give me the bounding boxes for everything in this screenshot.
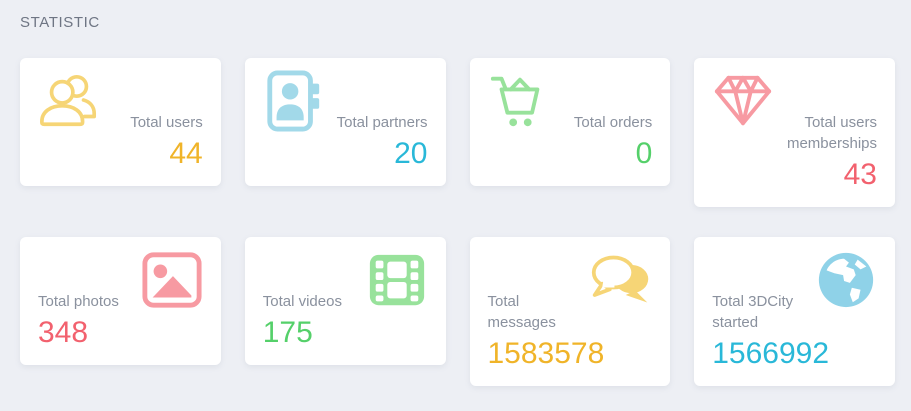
statistics-dashboard: STATISTIC Total users 44 Total partners … — [20, 14, 895, 386]
stat-card-top: Total partners — [263, 70, 428, 133]
stat-card-top: Total messages — [488, 249, 653, 333]
stat-card-label: Total photos — [38, 293, 119, 310]
stat-card-total-messages: Total messages 1583578 — [469, 237, 671, 386]
stat-card-label: Total users — [130, 114, 203, 131]
page-title: STATISTIC — [20, 14, 100, 31]
stat-card-total-photos: Total photos 348 — [20, 237, 221, 365]
stat-card-label: Total orders — [573, 114, 653, 131]
stat-card-label: Total videos — [262, 293, 342, 310]
stat-card-top: Total users — [38, 70, 203, 133]
stat-card-total-users: Total users 44 — [20, 58, 221, 186]
stat-card-total-orders: Total orders 0 — [469, 58, 671, 186]
stat-card-top: Total photos — [38, 249, 203, 312]
stat-card-total-3dcity-started: Total 3DCity started 1566992 — [694, 237, 895, 386]
stat-card-value: 1583578 — [487, 337, 605, 370]
stat-card-top: Total users memberships — [712, 70, 877, 154]
stat-card-value: 175 — [262, 316, 313, 349]
stat-card-value: 44 — [169, 137, 203, 170]
stat-card-label: Total messages — [487, 293, 556, 331]
stat-card-value: 348 — [38, 316, 89, 349]
stat-card-label: Total users memberships — [786, 114, 877, 152]
film-icon — [366, 249, 428, 311]
globe-icon — [815, 249, 877, 311]
stat-card-value: 43 — [843, 158, 877, 191]
diamond-icon — [712, 70, 774, 132]
stat-card-label: Total partners — [336, 114, 428, 131]
stat-card-top: Total videos — [263, 249, 428, 312]
stat-card-total-videos: Total videos 175 — [244, 237, 446, 365]
photo-icon — [141, 249, 203, 311]
stat-card-label: Total 3DCity started — [712, 293, 794, 331]
stat-card-value: 20 — [394, 137, 428, 170]
address-book-icon — [263, 70, 325, 132]
stat-card-total-users-memberships: Total users memberships 43 — [694, 58, 895, 207]
chat-bubbles-icon — [590, 249, 652, 311]
stat-card-total-partners: Total partners 20 — [244, 58, 446, 186]
stat-cards-grid: Total users 44 Total partners 20 Total o… — [20, 58, 895, 386]
users-icon — [38, 70, 100, 132]
stat-card-top: Total orders — [488, 70, 653, 133]
cart-icon — [488, 70, 550, 132]
stat-card-top: Total 3DCity started — [712, 249, 877, 333]
stat-card-value: 0 — [635, 137, 653, 170]
stat-card-value: 1566992 — [712, 337, 830, 370]
